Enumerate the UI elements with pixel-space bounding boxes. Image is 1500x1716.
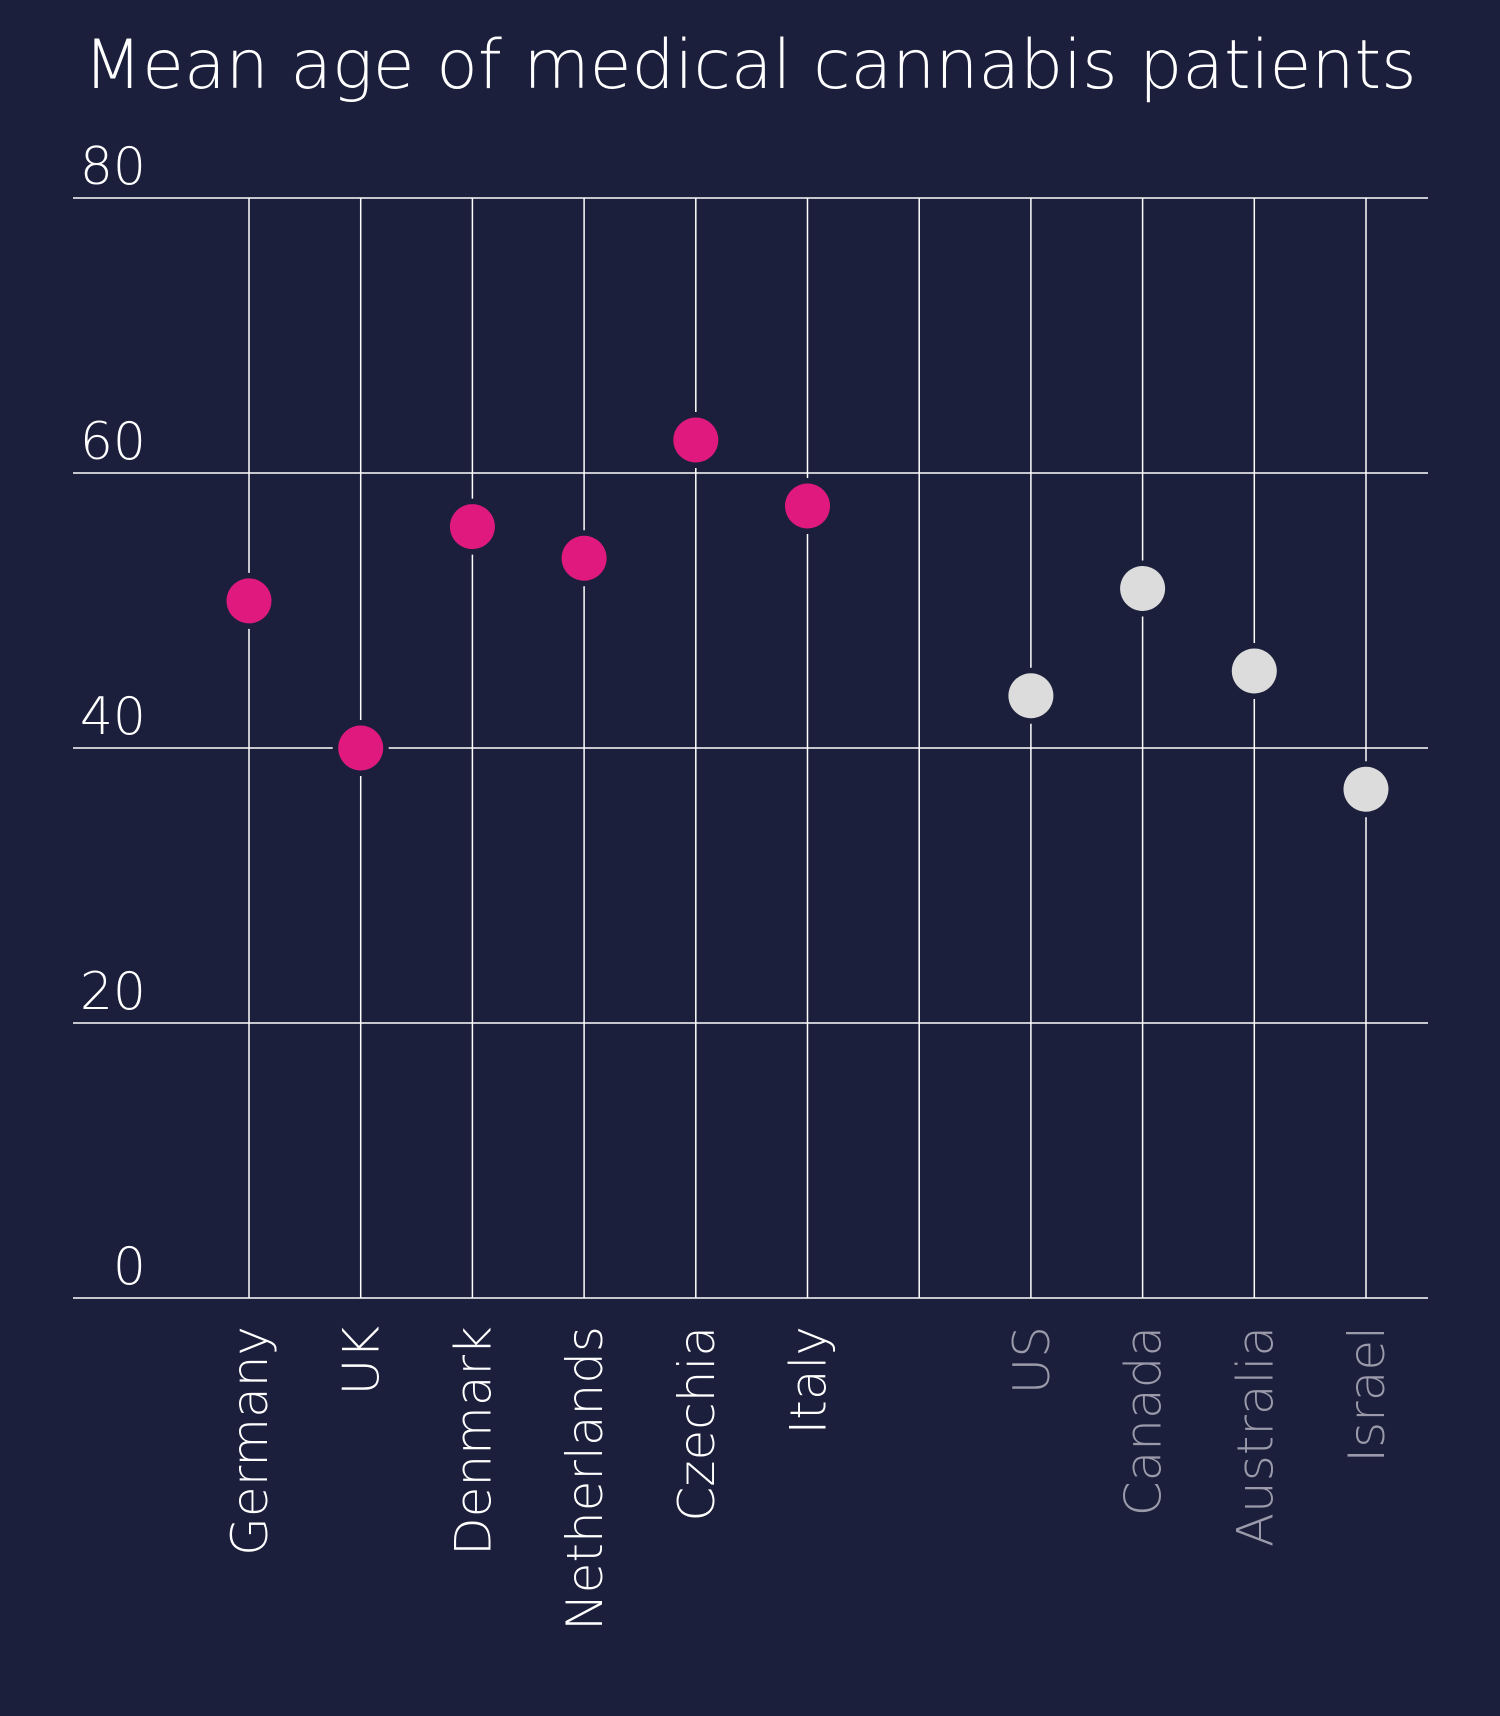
- y-axis-ticks: 0 20 40 60 80: [80, 137, 146, 1297]
- data-point: [226, 578, 272, 624]
- x-tick-label: Czechia: [668, 1326, 726, 1522]
- data-point: [1343, 766, 1389, 812]
- data-point: [673, 417, 719, 463]
- data-point: [785, 483, 830, 529]
- chart-title: Mean age of medical cannabis patients: [83, 26, 1416, 105]
- x-axis-ticks: Germany UK Denmark Netherlands Czechia Italy U…: [221, 1326, 1396, 1631]
- grid: [73, 197, 1428, 1299]
- data-point: [338, 725, 384, 771]
- data-point: [1231, 648, 1277, 694]
- x-tick-label: Italy: [780, 1326, 838, 1434]
- x-tick-label: Israel: [1338, 1326, 1396, 1463]
- y-tick-label: 60: [80, 412, 146, 472]
- data-point: [1120, 566, 1166, 611]
- x-tick-label: Denmark: [444, 1326, 502, 1556]
- x-tick-label: US: [1003, 1326, 1061, 1394]
- data-point: [561, 535, 607, 581]
- data-point: [1008, 673, 1054, 719]
- x-tick-label: Australia: [1226, 1326, 1284, 1547]
- y-tick-label: 20: [80, 962, 146, 1022]
- y-tick-label: 80: [80, 137, 146, 197]
- y-tick-label: 0: [113, 1237, 146, 1297]
- data-point: [449, 504, 495, 550]
- x-tick-label: Netherlands: [556, 1326, 614, 1631]
- y-tick-label: 40: [80, 687, 146, 747]
- data-points: [221, 412, 1394, 818]
- x-tick-label: Germany: [221, 1326, 279, 1556]
- x-tick-label: Canada: [1115, 1326, 1173, 1516]
- x-tick-label: UK: [333, 1326, 391, 1396]
